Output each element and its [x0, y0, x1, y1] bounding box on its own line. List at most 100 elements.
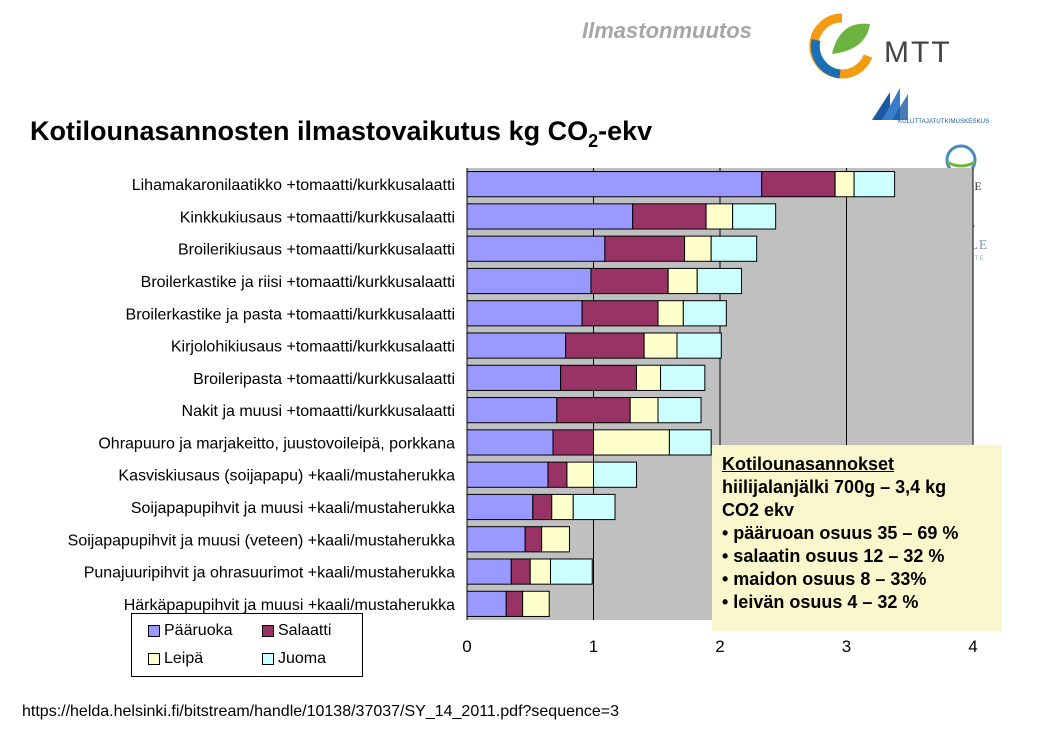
- bar-segment: [667, 267, 698, 295]
- chart-legend: Pääruoka Salaatti Leipä Juoma: [131, 613, 363, 677]
- bar-segment: [604, 235, 686, 262]
- info-bullet: • salaatin osuus 12 – 32 %: [722, 546, 945, 566]
- bar-segment: [522, 590, 550, 617]
- info-line-1: hiilijalanjälki 700g – 3,4 kg: [722, 477, 947, 497]
- category-label: Broilerkastike ja pasta +tomaatti/kurkku…: [126, 306, 455, 323]
- bar-segment: [676, 332, 722, 359]
- legend-swatch: [148, 653, 160, 665]
- info-bullet: • leivän osuus 4 – 32 %: [722, 592, 919, 612]
- title-subscript: 2: [588, 131, 599, 151]
- x-tick-label: 0: [462, 637, 471, 656]
- x-tick-label: 1: [589, 637, 598, 656]
- bar-segment: [657, 397, 702, 424]
- mtt-logo-text: MTT: [884, 36, 952, 69]
- bar-segment: [466, 332, 567, 359]
- legend-item: Juoma: [262, 650, 326, 668]
- legend-swatch: [262, 625, 274, 637]
- legend-item: Salaatti: [262, 622, 331, 640]
- category-label: Broileripasta +tomaatti/kurkkusalaatti: [193, 371, 455, 388]
- bar-segment: [629, 397, 659, 424]
- info-heading: Kotilounasannokset: [722, 454, 895, 474]
- bar-segment: [524, 526, 543, 553]
- category-label: Kinkkukiusaus +tomaatti/kurkkusalaatti: [180, 209, 455, 226]
- legend-label: Juoma: [278, 650, 327, 667]
- bar-segment: [761, 171, 836, 198]
- bar-segment: [732, 203, 777, 230]
- bar-segment: [684, 235, 712, 262]
- category-label: Lihamakaronilaatikko +tomaatti/kurkkusal…: [132, 177, 455, 194]
- category-label: Broilerkastike ja riisi +tomaatti/kurkku…: [141, 274, 455, 291]
- mtt-logo: MTT: [809, 13, 952, 79]
- bar-segment: [593, 429, 670, 456]
- category-label: Nakit ja muusi +tomaatti/kurkkusalaatti: [182, 403, 455, 420]
- topic-label: Ilmastonmuutos: [582, 18, 752, 43]
- info-bullets: • pääruoan osuus 35 – 69 % • salaatin os…: [722, 522, 992, 614]
- bar-segment: [560, 364, 638, 391]
- legend-swatch: [148, 625, 160, 637]
- bar-segment: [466, 235, 606, 262]
- bar-segment: [529, 558, 551, 585]
- page-title: Kotilounasannosten ilmastovaikutus kg CO…: [30, 116, 653, 151]
- bar-segment: [551, 493, 574, 521]
- bar-segment: [853, 171, 896, 198]
- bar-segment: [834, 171, 855, 198]
- bar-segment: [590, 267, 669, 295]
- bar-segment: [547, 461, 568, 488]
- bar-segment: [466, 558, 512, 585]
- category-label: Kasviskiusaus (soijapapu) +kaali/mustahe…: [118, 468, 455, 485]
- bar-segment: [466, 267, 592, 295]
- bar-segment: [466, 461, 549, 488]
- info-bullet: • maidon osuus 8 – 33%: [722, 569, 927, 589]
- bar-segment: [581, 300, 659, 327]
- bar-segment: [549, 558, 593, 585]
- source-url: https://helda.helsinki.fi/bitstream/hand…: [22, 703, 620, 720]
- legend-label: Pääruoka: [164, 622, 233, 639]
- legend-item: Leipä: [148, 650, 203, 668]
- category-label: Ohrapuuro ja marjakeitto, juustovoileipä…: [98, 435, 455, 452]
- bar-segment: [466, 300, 583, 327]
- bar-segment: [668, 429, 712, 456]
- category-label: Soijapapupihvit ja muusi +kaali/mustaher…: [131, 500, 455, 517]
- bar-segment: [466, 429, 554, 456]
- category-label: Kirjolohikiusaus +tomaatti/kurkkusalaatt…: [171, 339, 455, 356]
- bar-segment: [466, 493, 534, 521]
- kuluttajatutkimuskeskus-logo: KULUTTAJATUTKIMUSKESKUS: [872, 88, 989, 125]
- category-label: Broilerikiusaus +tomaatti/kurkkusalaatti: [178, 242, 455, 259]
- bar-segment: [532, 493, 553, 521]
- bar-segment: [466, 364, 562, 391]
- bar-segment: [541, 526, 570, 553]
- bar-segment: [572, 493, 616, 521]
- x-tick-label: 3: [842, 637, 851, 656]
- legend-label: Leipä: [164, 650, 204, 667]
- kuluttaja-logo-text: KULUTTAJATUTKIMUSKESKUS: [898, 118, 989, 125]
- x-tick-label: 2: [715, 637, 724, 656]
- bar-segment: [566, 461, 594, 488]
- bar-segment: [556, 397, 631, 424]
- legend-label: Salaatti: [278, 622, 332, 639]
- info-bullet: • pääruoan osuus 35 – 69 %: [722, 523, 959, 543]
- bar-segment: [636, 364, 662, 391]
- bar-segment: [466, 590, 507, 617]
- info-box: Kotilounasannokset hiilijalanjälki 700g …: [712, 445, 1002, 631]
- info-line-2: CO2 ekv: [722, 500, 795, 520]
- bar-segment: [510, 558, 531, 585]
- category-label: Punajuuripihvit ja ohrasuurimot +kaali/m…: [84, 565, 455, 582]
- bar-segment: [643, 332, 678, 359]
- bar-segment: [705, 203, 734, 230]
- bar-segment: [660, 364, 706, 391]
- legend-item: Pääruoka: [148, 622, 233, 640]
- bar-segment: [466, 203, 634, 230]
- x-tick-label: 4: [968, 637, 977, 656]
- bar-segment: [466, 526, 526, 553]
- bar-segment: [505, 590, 524, 617]
- bar-segment: [565, 332, 645, 359]
- bar-segment: [593, 461, 638, 488]
- bar-segment: [682, 300, 727, 327]
- category-label: Härkäpapupihvit ja muusi +kaali/mustaher…: [124, 597, 455, 614]
- bar-segment: [632, 203, 707, 230]
- bar-segment: [552, 429, 595, 456]
- bar-segment: [696, 267, 743, 295]
- bar-segment: [466, 171, 763, 198]
- bar-segment: [657, 300, 684, 327]
- title-suffix: -ekv: [598, 116, 653, 146]
